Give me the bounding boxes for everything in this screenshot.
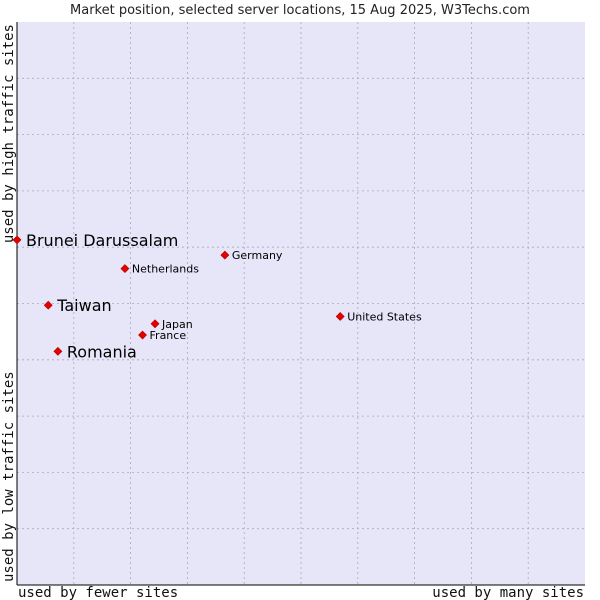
- data-point-united-states: United States: [335, 310, 422, 323]
- data-points: Brunei Darussalam Taiwan Romania Netherland…: [12, 231, 422, 361]
- data-point-france: France: [138, 329, 187, 342]
- y-axis-label-top: used by high traffic sites: [1, 24, 17, 243]
- x-axis-label-left: used by fewer sites: [18, 585, 178, 600]
- point-marker: [120, 264, 130, 274]
- data-point-germany: Germany: [220, 249, 283, 262]
- point-label: Netherlands: [132, 263, 199, 276]
- point-marker: [43, 300, 53, 310]
- point-label: Brunei Darussalam: [26, 231, 178, 250]
- point-label: Japan: [161, 318, 193, 331]
- point-label: Taiwan: [56, 296, 111, 315]
- point-marker: [150, 319, 160, 329]
- point-marker: [138, 330, 147, 340]
- data-point-japan: Japan: [150, 318, 193, 331]
- grid-lines: [17, 22, 585, 585]
- data-point-brunei-darussalam: Brunei Darussalam: [12, 231, 178, 250]
- point-marker: [220, 250, 230, 260]
- point-marker: [53, 346, 63, 356]
- point-label: Romania: [67, 342, 137, 361]
- x-axis-label-right: used by many sites: [432, 585, 584, 600]
- point-label: Germany: [232, 249, 283, 262]
- point-label: United States: [347, 310, 422, 323]
- data-point-netherlands: Netherlands: [120, 263, 199, 276]
- data-point-taiwan: Taiwan: [43, 296, 112, 315]
- point-label: France: [150, 329, 187, 342]
- chart-title: Market position, selected server locatio…: [70, 3, 530, 18]
- point-marker: [335, 312, 345, 321]
- y-axis-label-bottom: used by low traffic sites: [1, 371, 17, 582]
- data-point-romania: Romania: [53, 342, 137, 361]
- point-marker: [12, 235, 22, 245]
